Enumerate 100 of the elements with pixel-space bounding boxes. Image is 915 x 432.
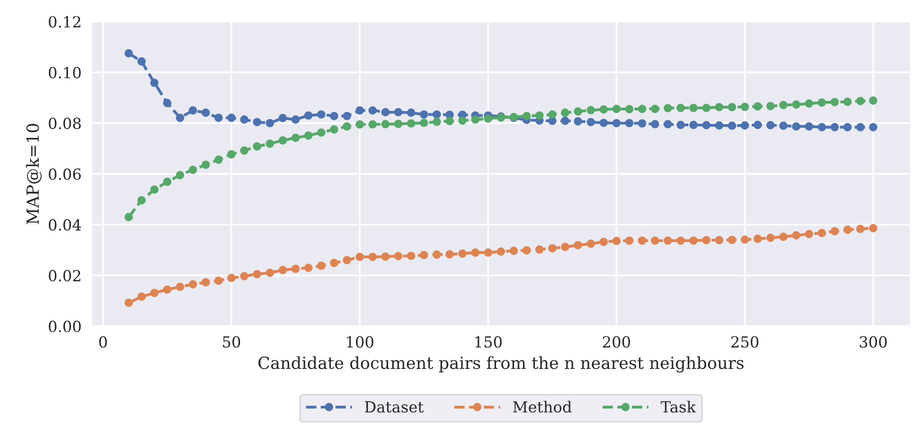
- point: [330, 125, 338, 134]
- point: [804, 99, 814, 108]
- point: [560, 116, 570, 126]
- point: [252, 270, 262, 278]
- point: [227, 150, 236, 159]
- point: [368, 252, 377, 262]
- point: [266, 140, 274, 148]
- point: [689, 104, 698, 112]
- point: [715, 102, 724, 112]
- point: [394, 108, 402, 116]
- point: [754, 234, 762, 244]
- point: [420, 250, 428, 260]
- point: [252, 118, 262, 126]
- point: [342, 256, 352, 264]
- point: [740, 235, 750, 244]
- point: [124, 49, 133, 58]
- point: [202, 108, 210, 117]
- point: [317, 262, 326, 270]
- y-tick-label: 0.04: [48, 219, 82, 231]
- point: [586, 240, 595, 248]
- point: [240, 115, 248, 124]
- x-tick-label: 300: [860, 336, 887, 348]
- point: [137, 57, 146, 66]
- x-axis-title: Candidate document pairs from the n nearest neighbours: [258, 356, 744, 373]
- point: [406, 252, 416, 260]
- point: [638, 119, 646, 128]
- point: [818, 228, 826, 238]
- point: [650, 120, 660, 128]
- point: [163, 285, 172, 294]
- y-tick-label: 0.02: [48, 270, 80, 282]
- point: [484, 248, 492, 257]
- point: [432, 250, 441, 259]
- point: [163, 178, 172, 186]
- point: [740, 121, 750, 130]
- point: [496, 247, 506, 256]
- point: [176, 114, 184, 122]
- point: [612, 236, 621, 246]
- legend-label: Dataset: [364, 401, 424, 413]
- point: [715, 121, 724, 130]
- point: [766, 120, 775, 130]
- point: [368, 120, 377, 129]
- point: [342, 122, 352, 131]
- point: [214, 114, 223, 122]
- y-tick-label: 0.00: [48, 320, 81, 332]
- point: [304, 111, 313, 120]
- point: [124, 212, 133, 222]
- point: [754, 120, 762, 130]
- point: [856, 123, 865, 132]
- point: [843, 123, 852, 132]
- point: [779, 100, 788, 110]
- y-axis-title: MAP@k=10: [26, 124, 42, 224]
- point: [818, 98, 826, 107]
- point: [150, 78, 159, 87]
- point: [458, 116, 467, 125]
- x-tick-label: 0: [99, 336, 107, 348]
- point: [625, 118, 634, 128]
- point: [766, 234, 775, 242]
- point: [766, 102, 775, 110]
- point: [702, 236, 711, 244]
- point: [522, 112, 531, 120]
- point: [792, 122, 800, 131]
- point: [381, 120, 390, 128]
- point: [266, 118, 274, 128]
- point: [317, 128, 326, 137]
- point: [676, 104, 685, 112]
- point: [188, 106, 198, 115]
- point: [471, 248, 480, 257]
- point: [792, 231, 800, 240]
- point: [535, 245, 544, 254]
- point: [728, 121, 736, 130]
- point: [176, 282, 184, 291]
- point: [625, 104, 634, 114]
- point: [420, 110, 428, 119]
- point: [445, 116, 454, 126]
- point: [304, 264, 313, 272]
- point: [240, 272, 248, 280]
- point: [291, 264, 300, 273]
- point: [548, 244, 556, 252]
- point: [240, 146, 248, 155]
- point: [188, 280, 198, 288]
- point: [830, 123, 839, 132]
- point: [702, 104, 711, 112]
- point: [163, 98, 172, 108]
- point: [330, 258, 338, 268]
- point: [252, 142, 262, 151]
- x-tick-label: 150: [475, 336, 502, 348]
- point: [202, 278, 210, 286]
- point: [124, 298, 133, 307]
- point: [214, 276, 223, 285]
- point: [599, 118, 608, 128]
- point: [291, 115, 300, 124]
- point: [715, 236, 724, 244]
- point: [702, 120, 711, 130]
- point: [548, 110, 556, 119]
- point: [406, 119, 416, 128]
- point: [458, 249, 467, 258]
- point: [150, 185, 159, 194]
- point: [278, 114, 287, 122]
- point: [869, 224, 878, 232]
- point: [612, 104, 621, 114]
